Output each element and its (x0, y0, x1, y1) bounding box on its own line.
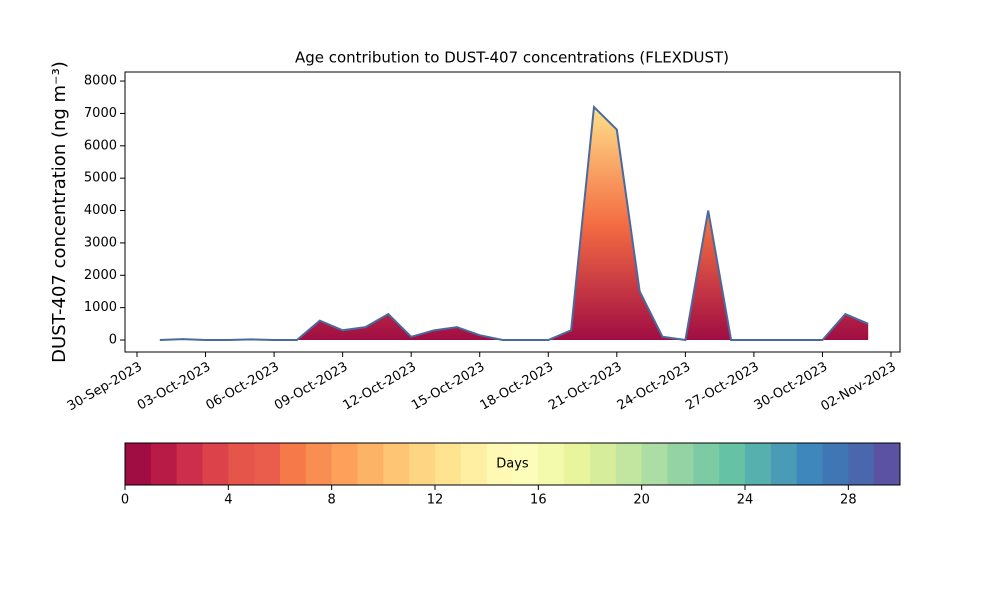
y-tick-label: 8000 (84, 74, 117, 89)
colorbar-frame (124, 442, 901, 486)
y-tick-label: 4000 (84, 203, 117, 218)
colorbar-swatch (202, 443, 229, 485)
colorbar-swatch (150, 443, 178, 485)
x-tick-label: 15-Oct-2023 (409, 360, 487, 414)
colorbar-swatch (512, 443, 539, 485)
colorbar-swatch (590, 443, 617, 485)
total-line (159, 104, 869, 342)
colorbar-swatch (280, 443, 307, 485)
x-tick-label: 24-Oct-2023 (615, 360, 693, 414)
x-tick-label: 03-Oct-2023 (135, 360, 213, 414)
colorbar-swatch (357, 443, 384, 485)
colorbar-swatch (745, 443, 772, 485)
y-tick-label: 1000 (84, 300, 117, 315)
colorbar-swatch (538, 443, 565, 485)
colorbar-tick-label: 24 (737, 493, 754, 508)
colorbar-swatch (254, 443, 281, 485)
colorbar-swatch (796, 443, 823, 485)
x-tick-label: 06-Oct-2023 (203, 360, 281, 414)
x-tick-label: 02-Nov-2023 (818, 360, 898, 415)
colorbar-swatch (331, 443, 358, 485)
colorbar-swatch (641, 443, 668, 485)
colorbar-swatch (486, 443, 513, 485)
colorbar-swatch (125, 443, 152, 485)
colorbar-swatch (615, 443, 643, 485)
x-tick-label: 12-Oct-2023 (341, 360, 419, 414)
y-tick-label: 7000 (84, 106, 117, 121)
colorbar-tick-label: 8 (328, 493, 336, 508)
colorbar-tick-label: 16 (530, 493, 547, 508)
colorbar-swatch (435, 443, 462, 485)
colorbar-tick-label: 12 (427, 493, 444, 508)
colorbar-tick-label: 28 (840, 493, 857, 508)
colorbar-swatch (719, 443, 746, 485)
colorbar-swatch (770, 443, 798, 485)
colorbar-swatch (228, 443, 255, 485)
colorbar-label: Days (496, 457, 529, 472)
colorbar-tick-label: 20 (633, 493, 650, 508)
x-tick-label: 09-Oct-2023 (272, 360, 350, 414)
x-tick-label: 30-Sep-2023 (65, 360, 145, 415)
colorbar-swatch (693, 443, 720, 485)
colorbar-swatch (460, 443, 488, 485)
colorbar-swatch (564, 443, 591, 485)
y-tick-label: 0 (109, 333, 117, 348)
colorbar-swatch (409, 443, 436, 485)
colorbar-tick-label: 4 (224, 493, 232, 508)
colorbar-swatch (305, 443, 333, 485)
colorbar-swatch (383, 443, 410, 485)
plot-frame (124, 71, 901, 353)
y-axis-label: DUST-407 concentration (ng m⁻³) (49, 61, 70, 363)
colorbar-swatch (667, 443, 694, 485)
y-tick-label: 3000 (84, 235, 117, 250)
colorbar-swatch (822, 443, 849, 485)
y-tick-label: 5000 (84, 171, 117, 186)
chart-title: Age contribution to DUST-407 concentrati… (295, 49, 729, 67)
x-tick-label: 21-Oct-2023 (546, 360, 624, 414)
y-tick-label: 2000 (84, 268, 117, 283)
colorbar-swatch (874, 443, 901, 485)
colorbar-tick-label: 0 (121, 493, 129, 508)
x-tick-label: 18-Oct-2023 (478, 360, 556, 414)
x-tick-label: 27-Oct-2023 (683, 360, 761, 414)
y-tick-label: 6000 (84, 138, 117, 153)
colorbar-swatch (176, 443, 203, 485)
age-area (159, 107, 869, 341)
x-tick-label: 30-Oct-2023 (752, 360, 830, 414)
colorbar-swatch (848, 443, 875, 485)
